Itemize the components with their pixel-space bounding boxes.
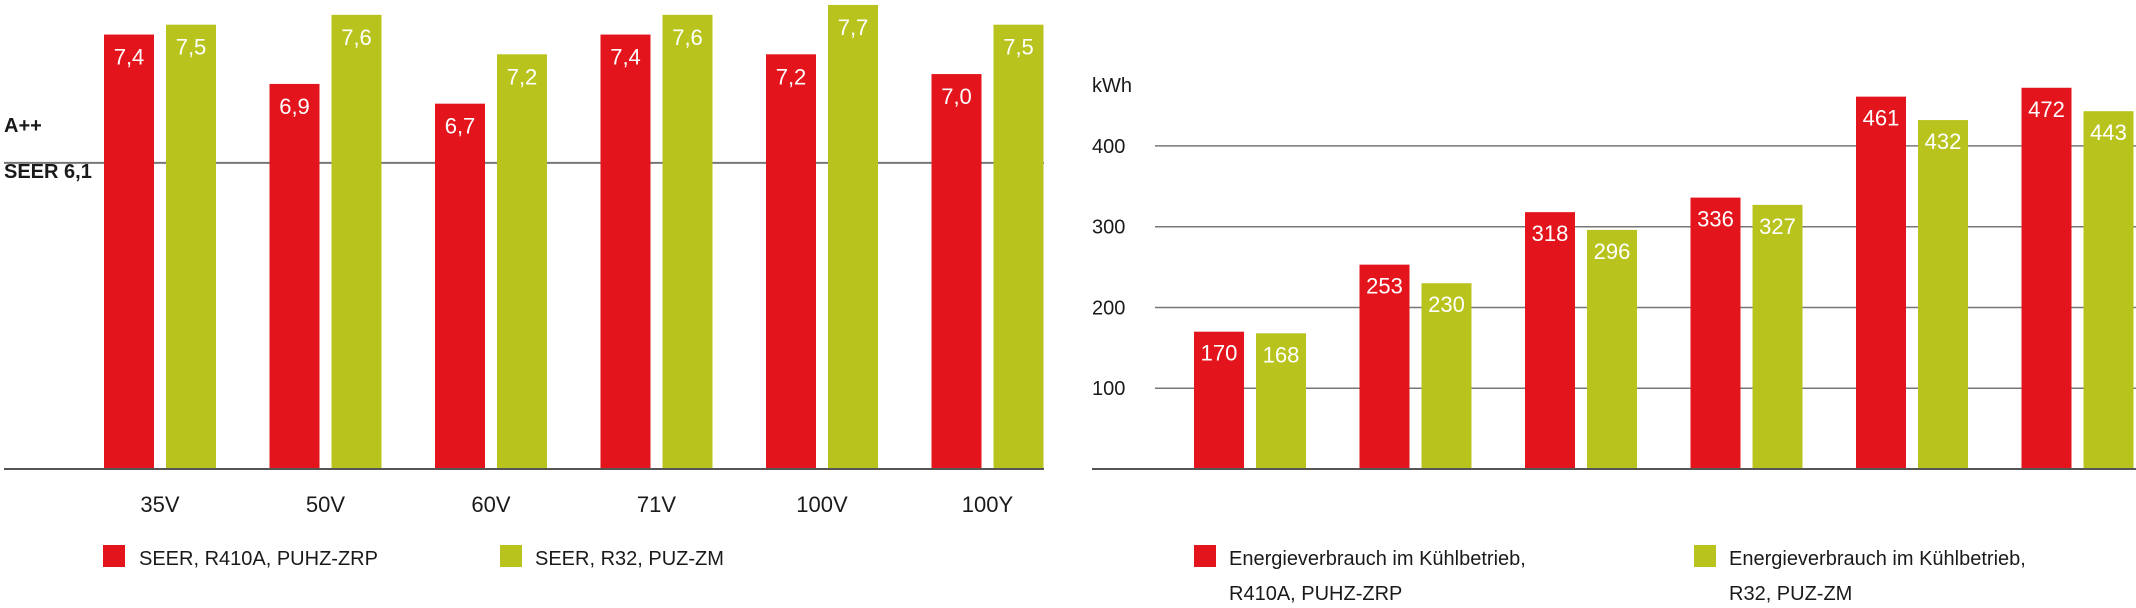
data-label: 7,4 [114,45,145,70]
bar-energy-r410a [1690,197,1741,469]
y-tick-label: 100 [1092,378,1125,400]
data-label: 230 [1428,292,1465,317]
legend-label-energy-r410a-line1: Energieverbrauch im Kühlbetrieb, [1229,548,1526,570]
data-label: 461 [1863,106,1900,131]
legend-label-energy-r410a-line2: R410A, PUHZ-ZRP [1229,583,1402,605]
bar-energy-r410a [1359,264,1410,469]
bar-seer-r410a [931,74,982,469]
bar-seer-r32 [497,54,547,469]
data-label: 336 [1697,207,1734,232]
seer-legend: SEER, R410A, PUHZ-ZRP SEER, R32, PUZ-ZM [103,545,724,570]
energy-legend: Energieverbrauch im Kühlbetrieb, R410A, … [1194,545,2026,605]
data-label: 253 [1366,274,1403,299]
bar-energy-r32 [1587,229,1637,469]
data-label: 472 [2028,97,2065,122]
bar-seer-r410a [766,54,816,469]
legend-label-seer-r32: SEER, R32, PUZ-ZM [535,548,724,570]
legend-swatch-green [1694,545,1716,567]
bar-seer-r32 [993,24,1044,470]
data-label: 327 [1759,214,1796,239]
legend-label-seer-r410a: SEER, R410A, PUHZ-ZRP [139,548,378,570]
ref-label-class: A++ [4,115,42,137]
data-label: 432 [1925,129,1962,154]
bar-seer-r32 [662,14,713,470]
y-tick-label: 300 [1092,217,1125,239]
energy-chart: 100 200 300 400 170 168 253 230 318 296 336 327 461 4… [1092,87,2136,470]
data-label: 296 [1594,239,1631,264]
y-unit-label: kWh [1092,75,1132,97]
data-label: 7,2 [507,64,538,89]
data-label: 7,2 [776,64,807,89]
bar-energy-r32 [1421,283,1472,469]
data-label: 7,0 [941,84,972,109]
data-label: 318 [1532,221,1569,246]
bar-seer-r32 [166,24,216,470]
bar-seer-r410a [104,34,154,470]
data-label: 6,9 [279,94,310,119]
legend-label-energy-r32-line2: R32, PUZ-ZM [1729,583,1852,605]
bar-seer-r32 [331,14,382,470]
data-label: 170 [1201,341,1238,366]
x-tick-label: 60V [471,492,510,517]
x-tick-label: 71V [637,492,676,517]
bar-energy-r32 [1752,204,1803,470]
bar-energy-r32 [1256,333,1306,469]
legend-label-energy-r32-line1: Energieverbrauch im Kühlbetrieb, [1729,548,2026,570]
seer-chart: 7,4 7,5 35V 6,9 7,6 50V 6,7 7,2 60V 7,4 7,6 71V 7,2 7… [4,4,1044,517]
data-label: 7,5 [1003,35,1034,60]
legend-swatch-red [103,545,125,567]
data-label: 7,6 [672,25,703,50]
data-label: 7,4 [610,45,641,70]
bar-energy-r410a [2021,87,2072,470]
bar-energy-r32 [1918,120,1968,469]
bar-energy-r32 [2083,111,2134,469]
ref-label-seer: SEER 6,1 [4,161,92,183]
bar-seer-r410a [269,83,320,469]
x-tick-label: 50V [306,492,345,517]
bar-seer-r410a [435,103,485,470]
data-label: 443 [2090,120,2127,145]
data-label: 7,7 [838,15,869,40]
data-label: 168 [1263,342,1300,367]
bar-energy-r410a [1525,212,1575,469]
legend-swatch-green [500,545,522,567]
data-label: 6,7 [445,114,476,139]
x-tick-label: 100Y [962,492,1014,517]
x-tick-label: 100V [796,492,848,517]
bar-seer-r32 [828,4,878,470]
legend-swatch-red [1194,545,1216,567]
y-tick-label: 200 [1092,297,1125,319]
bar-energy-r410a [1194,331,1244,469]
x-tick-label: 35V [140,492,179,517]
data-label: 7,6 [341,25,372,50]
y-tick-label: 400 [1092,136,1125,158]
data-label: 7,5 [176,35,207,60]
bar-seer-r410a [600,34,651,470]
bar-energy-r410a [1856,96,1906,469]
